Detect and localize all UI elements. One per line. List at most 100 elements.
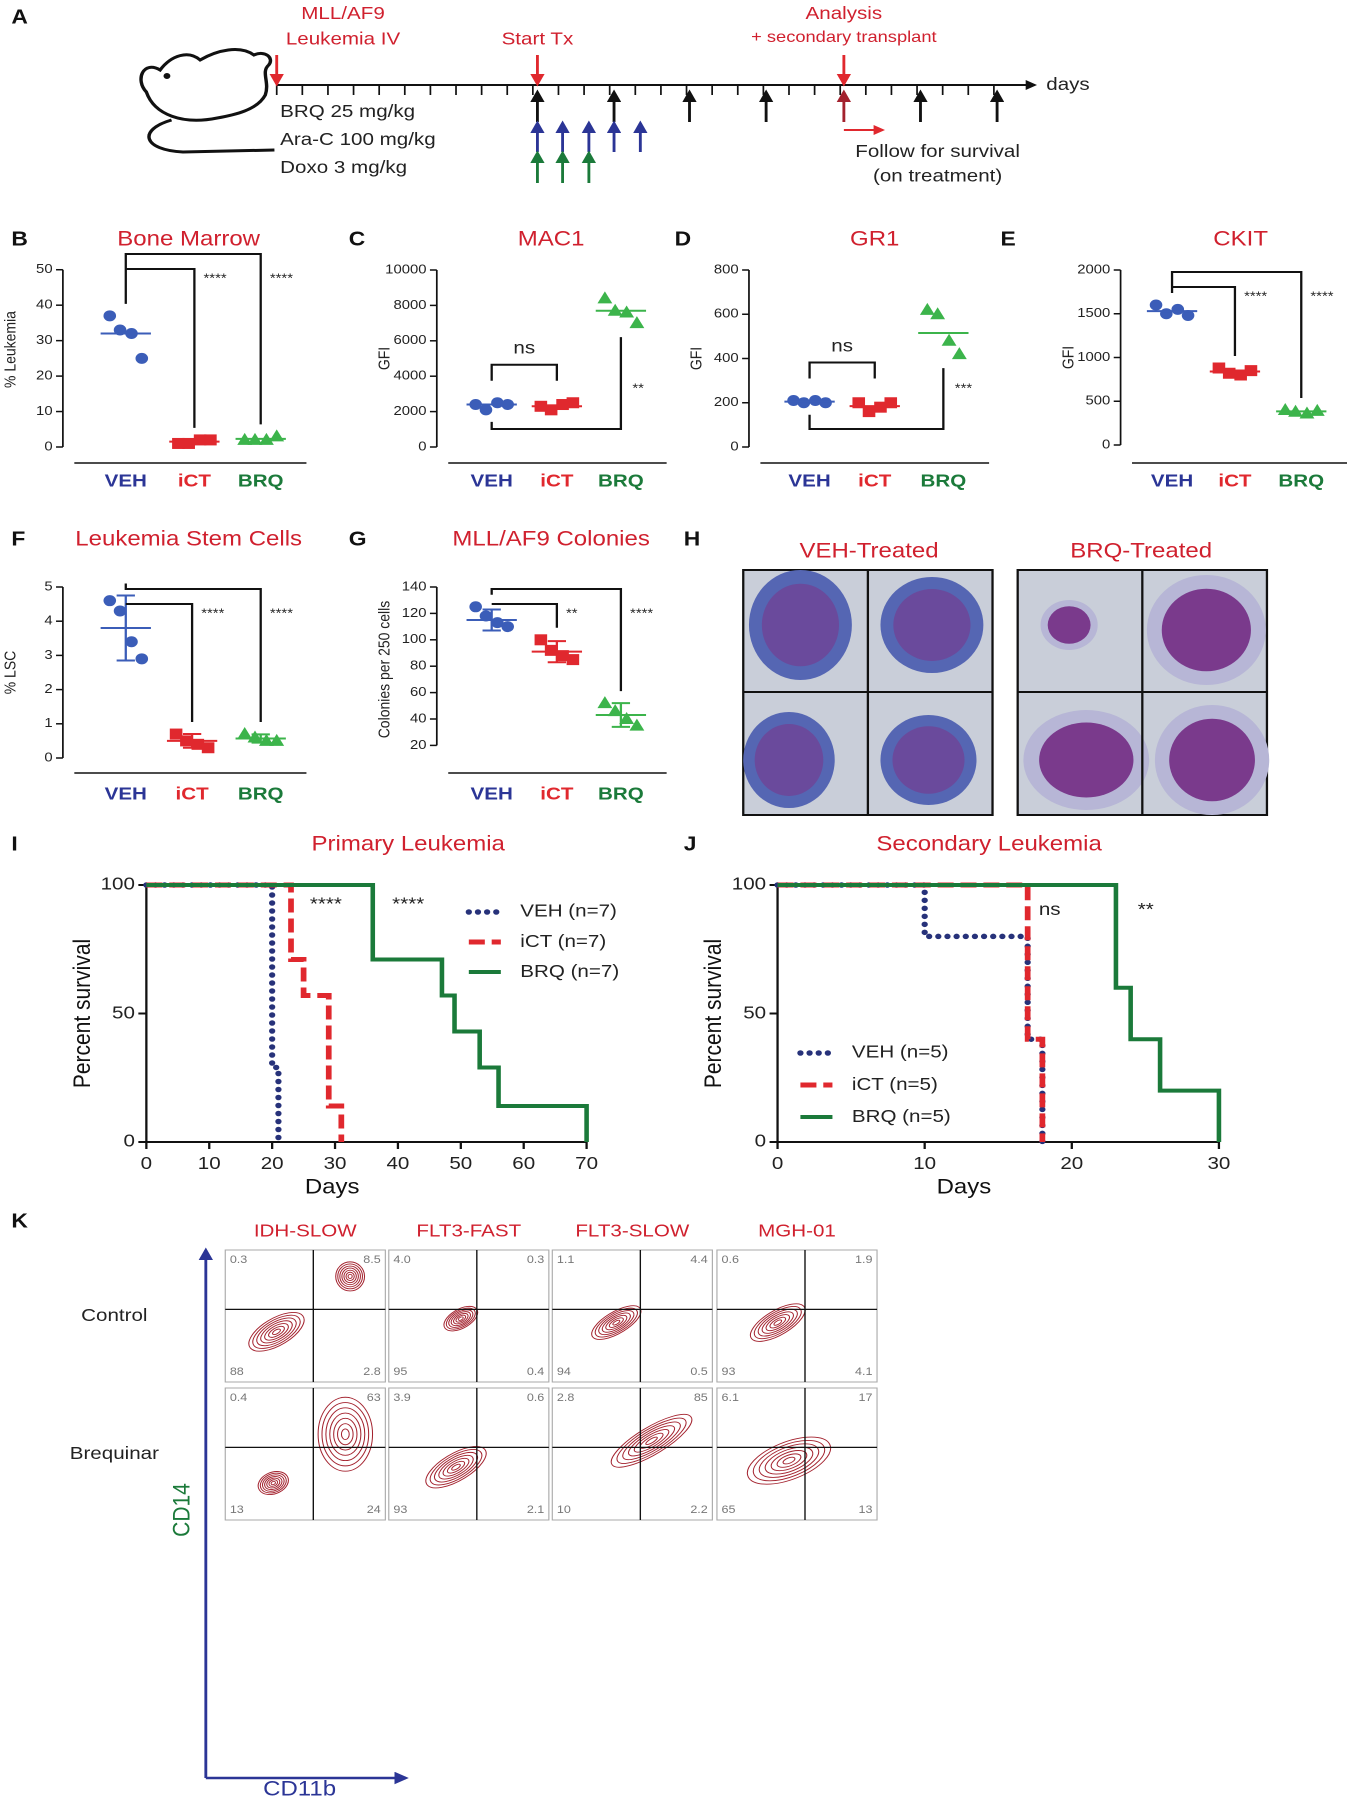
legend-label: BRQ (n=7) [520, 962, 619, 982]
significance-bracket [491, 603, 559, 628]
error-bar [116, 594, 135, 662]
y-tick-label: 100 [732, 875, 766, 895]
data-point [534, 634, 548, 646]
survival-line [143, 882, 282, 1145]
injection-sublabel: Leukemia IV [286, 30, 400, 50]
data-point [172, 437, 185, 449]
error-bar [547, 640, 567, 664]
y-tick-label: 400 [714, 350, 739, 365]
follow-label: Follow for survival [855, 142, 1020, 162]
quadrant-percent: 0.3 [230, 1253, 248, 1266]
contour [268, 1479, 279, 1487]
contour [773, 1319, 783, 1326]
y-tick-label: 80 [410, 658, 427, 673]
y-tick-label: 5 [44, 578, 53, 593]
category-label: VEH [471, 785, 513, 805]
category-label: VEH [471, 472, 513, 492]
contour [598, 1310, 635, 1336]
nucleus [892, 726, 965, 794]
contour [442, 1457, 470, 1477]
significance-bracket [125, 603, 194, 723]
x-tick-label: 10 [913, 1154, 936, 1174]
y-tick-label: 4000 [393, 368, 426, 383]
quadrant-percent: 13 [858, 1503, 872, 1516]
quadrant-percent: 8.5 [363, 1253, 381, 1266]
category-label: VEH [105, 785, 147, 805]
significance-label: ** [1138, 900, 1155, 920]
error-bar [251, 733, 270, 744]
flow-plot-frame [224, 1387, 386, 1521]
contour [445, 1307, 476, 1330]
regimen: BRQ 25 mg/kg [280, 102, 415, 122]
contour [448, 1309, 474, 1328]
data-point [941, 333, 957, 346]
significance-label: **** [270, 605, 294, 620]
significance-bracket [808, 361, 876, 379]
y-tick-label: 50 [112, 1003, 135, 1023]
y-tick-label: 0 [730, 438, 739, 453]
significance-label: ns [513, 339, 535, 359]
significance-label: **** [630, 605, 654, 620]
contour [347, 1273, 353, 1279]
y-tick-label: 200 [714, 394, 739, 409]
y-tick-label: 2000 [393, 403, 426, 418]
y-tick-label: 500 [1086, 393, 1111, 408]
contour [261, 1474, 285, 1492]
category-label: iCT [858, 472, 891, 492]
y-tick-label: 100 [402, 631, 427, 646]
regimen: Ara-C 100 mg/kg [280, 130, 436, 150]
quadrant-percent: 1.1 [557, 1253, 574, 1266]
contour [329, 1412, 362, 1456]
data-point [544, 644, 558, 656]
x-tick-label: 30 [1207, 1154, 1230, 1174]
contour [622, 1421, 681, 1461]
data-point [544, 404, 558, 416]
y-tick-label: 20 [36, 367, 53, 382]
data-point [469, 601, 482, 613]
data-point [619, 712, 635, 724]
data-point [884, 397, 898, 409]
contour [317, 1396, 374, 1472]
y-tick-label: 2000 [1077, 261, 1110, 276]
legend-label: BRQ (n=5) [852, 1107, 951, 1127]
data-point [269, 733, 285, 746]
panel-label: I [11, 833, 17, 855]
data-point [125, 636, 138, 648]
error-bar [611, 702, 631, 728]
contour [252, 1314, 301, 1349]
contour [337, 1263, 363, 1290]
data-point [874, 401, 887, 413]
contour [343, 1269, 357, 1284]
data-point [193, 434, 207, 446]
survival-line [777, 882, 1046, 1142]
chart-title: MAC1 [518, 227, 585, 250]
panel-label: F [11, 528, 25, 550]
data-point [204, 434, 217, 446]
x-tick-label: 10 [198, 1154, 221, 1174]
contour [257, 1471, 289, 1496]
contour [776, 1453, 802, 1468]
survival-line [777, 883, 1222, 1142]
panel-label: H [684, 528, 701, 550]
y-tick-label: 8000 [393, 297, 426, 312]
injection-label: MLL/AF9 [301, 4, 384, 24]
y-tick-label: 0 [1102, 436, 1111, 451]
x-tick-label: 20 [1060, 1154, 1083, 1174]
category-label: iCT [540, 785, 573, 805]
significance-label: ** [566, 605, 578, 620]
x-tick-label: 0 [141, 1154, 152, 1174]
contour [325, 1407, 366, 1462]
error-bar [182, 733, 202, 749]
y-axis-label: Colonies per 250 cells [376, 601, 394, 739]
significance-bracket [808, 368, 945, 430]
x-tick-label: 20 [261, 1154, 284, 1174]
image-title: VEH-Treated [799, 539, 938, 562]
contour [769, 1316, 787, 1329]
contour [259, 1472, 287, 1494]
contour [268, 1325, 285, 1338]
quadrant-percent: 4.0 [393, 1253, 411, 1266]
contour [341, 1267, 359, 1286]
regimen: Doxo 3 mg/kg [280, 158, 407, 178]
contour [761, 1311, 794, 1334]
data-point [797, 397, 811, 409]
